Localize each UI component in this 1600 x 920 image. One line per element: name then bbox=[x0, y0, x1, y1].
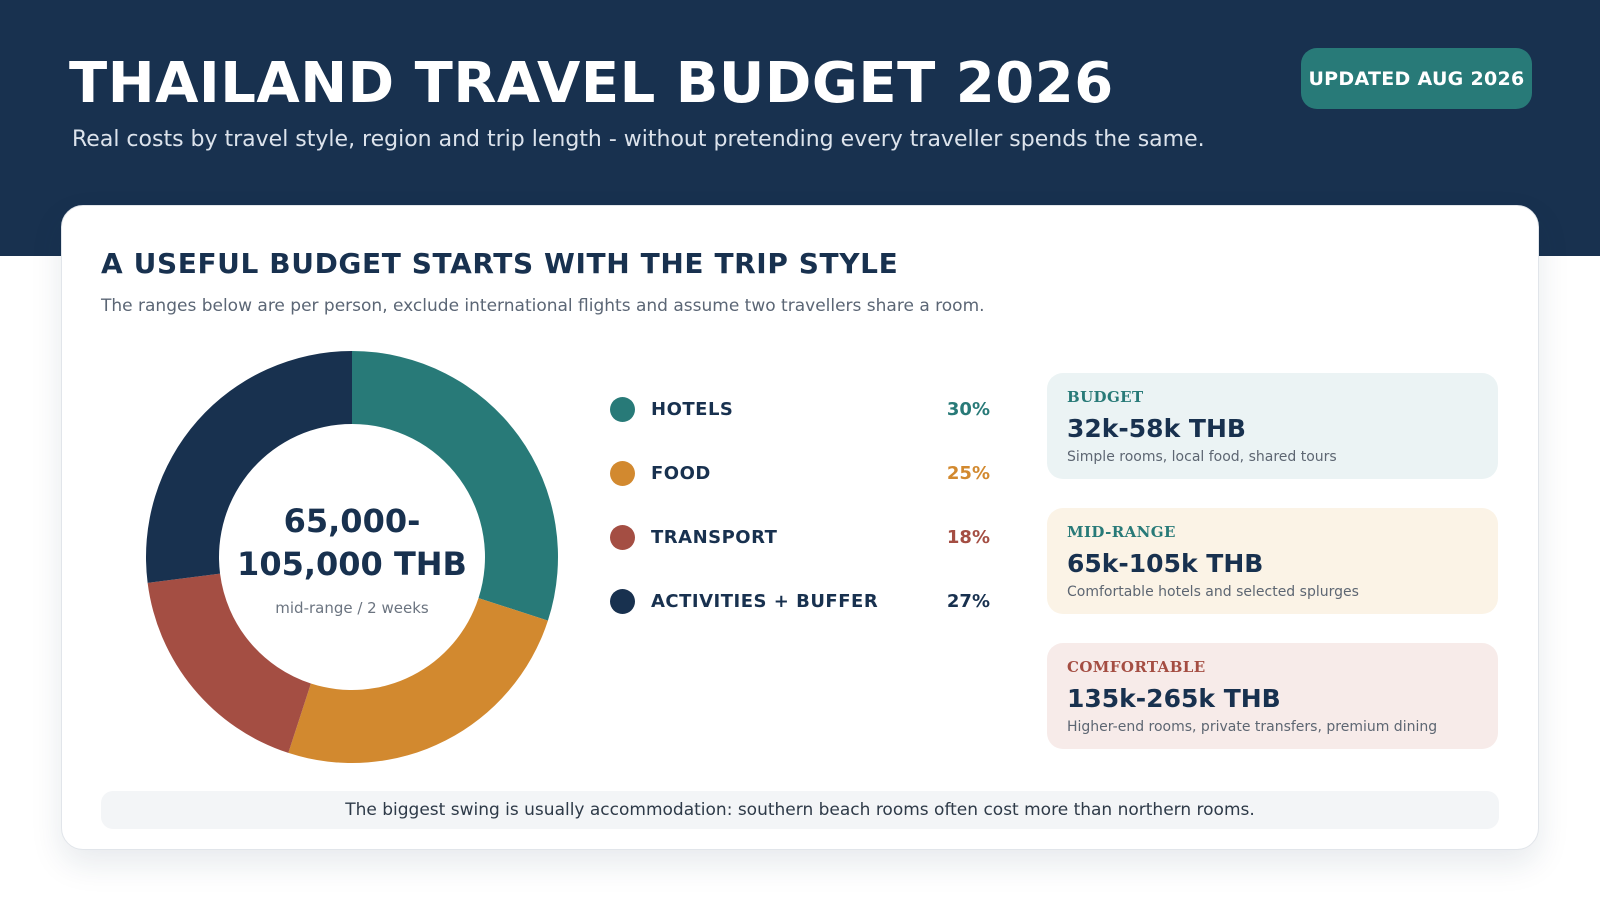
tier-card-budget: BUDGET 32k-58k THB Simple rooms, local f… bbox=[1047, 373, 1498, 479]
tier-label: BUDGET bbox=[1067, 388, 1144, 406]
legend-label: FOOD bbox=[651, 463, 711, 484]
donut-center: 65,000- 105,000 THB mid-range / 2 weeks bbox=[202, 500, 502, 618]
chart-legend: HOTELS 30% FOOD 25% TRANSPORT 18% ACTIVITIES +… bbox=[610, 397, 990, 653]
budget-card: A USEFUL BUDGET STARTS WITH THE TRIP STY… bbox=[61, 205, 1539, 850]
donut-slice-food bbox=[288, 598, 548, 763]
tier-description: Simple rooms, local food, shared tours bbox=[1067, 449, 1337, 465]
card-title: A USEFUL BUDGET STARTS WITH THE TRIP STY… bbox=[101, 247, 899, 280]
card-subtitle: The ranges below are per person, exclude… bbox=[101, 296, 985, 316]
center-value-line2: 105,000 THB bbox=[237, 545, 467, 583]
page-subtitle: Real costs by travel style, region and t… bbox=[72, 127, 1205, 152]
legend-percent: 30% bbox=[946, 399, 990, 420]
donut-chart-svg bbox=[146, 351, 558, 763]
center-caption: mid-range / 2 weeks bbox=[275, 599, 429, 617]
page-title: THAILAND TRAVEL BUDGET 2026 bbox=[69, 51, 1114, 116]
legend-dot-icon bbox=[610, 589, 635, 614]
legend-label: ACTIVITIES + BUFFER bbox=[651, 591, 879, 612]
tier-label: MID-RANGE bbox=[1067, 523, 1176, 541]
footnote: The biggest swing is usually accommodati… bbox=[101, 791, 1499, 829]
legend-percent: 25% bbox=[946, 463, 990, 484]
legend-item: ACTIVITIES + BUFFER 27% bbox=[610, 589, 990, 653]
tier-description: Comfortable hotels and selected splurges bbox=[1067, 584, 1359, 600]
legend-item: HOTELS 30% bbox=[610, 397, 990, 461]
legend-percent: 18% bbox=[946, 527, 990, 548]
center-value-line1: 65,000- bbox=[283, 502, 421, 540]
donut-slice-activities-buffer bbox=[146, 351, 352, 583]
tier-range: 65k-105k THB bbox=[1067, 549, 1264, 578]
donut-slice-hotels bbox=[352, 351, 558, 621]
legend-label: TRANSPORT bbox=[651, 527, 778, 548]
tier-range: 32k-58k THB bbox=[1067, 414, 1246, 443]
tier-card-comfortable: COMFORTABLE 135k-265k THB Higher-end roo… bbox=[1047, 643, 1498, 749]
legend-item: FOOD 25% bbox=[610, 461, 990, 525]
updated-badge: UPDATED AUG 2026 bbox=[1301, 48, 1532, 109]
legend-item: TRANSPORT 18% bbox=[610, 525, 990, 589]
donut-slice-transport bbox=[147, 573, 311, 753]
tier-card-mid-range: MID-RANGE 65k-105k THB Comfortable hotel… bbox=[1047, 508, 1498, 614]
legend-dot-icon bbox=[610, 461, 635, 486]
legend-percent: 27% bbox=[946, 591, 990, 612]
legend-label: HOTELS bbox=[651, 399, 734, 420]
legend-dot-icon bbox=[610, 397, 635, 422]
tier-range: 135k-265k THB bbox=[1067, 684, 1281, 713]
legend-dot-icon bbox=[610, 525, 635, 550]
donut-chart: 65,000- 105,000 THB mid-range / 2 weeks bbox=[145, 350, 559, 764]
tier-description: Higher-end rooms, private transfers, pre… bbox=[1067, 719, 1438, 735]
tier-label: COMFORTABLE bbox=[1067, 658, 1206, 676]
